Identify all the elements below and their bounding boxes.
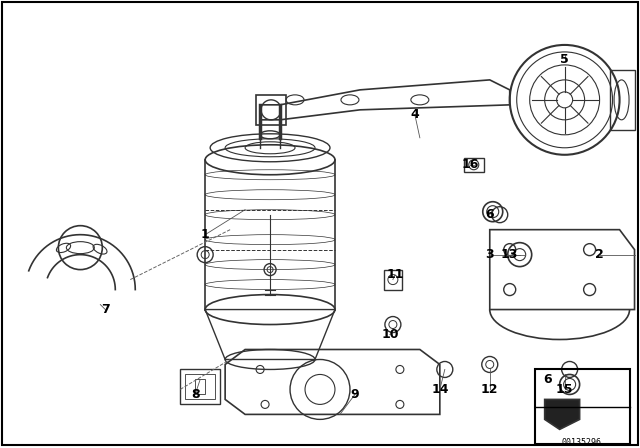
Text: 8: 8 bbox=[191, 388, 200, 401]
Bar bbox=[185, 375, 215, 400]
Polygon shape bbox=[545, 400, 580, 429]
Text: 16: 16 bbox=[461, 158, 479, 171]
Text: 11: 11 bbox=[386, 268, 404, 281]
Text: 6: 6 bbox=[543, 373, 552, 386]
Bar bbox=[384, 270, 402, 289]
Bar bbox=[195, 379, 205, 394]
Bar bbox=[609, 70, 634, 130]
Bar bbox=[256, 95, 286, 125]
Text: 10: 10 bbox=[381, 328, 399, 341]
Text: 3: 3 bbox=[486, 248, 494, 261]
Text: 7: 7 bbox=[101, 303, 109, 316]
Text: 13: 13 bbox=[501, 248, 518, 261]
Bar bbox=[534, 370, 630, 444]
Text: 5: 5 bbox=[560, 53, 569, 66]
Bar bbox=[464, 158, 484, 172]
Text: 00135296: 00135296 bbox=[562, 438, 602, 447]
Text: 1: 1 bbox=[201, 228, 209, 241]
Bar bbox=[180, 370, 220, 405]
Text: 6: 6 bbox=[486, 208, 494, 221]
Text: 14: 14 bbox=[431, 383, 449, 396]
Text: 9: 9 bbox=[351, 388, 359, 401]
Text: 12: 12 bbox=[481, 383, 499, 396]
Text: 15: 15 bbox=[556, 383, 573, 396]
Text: 4: 4 bbox=[410, 108, 419, 121]
Text: 2: 2 bbox=[595, 248, 604, 261]
